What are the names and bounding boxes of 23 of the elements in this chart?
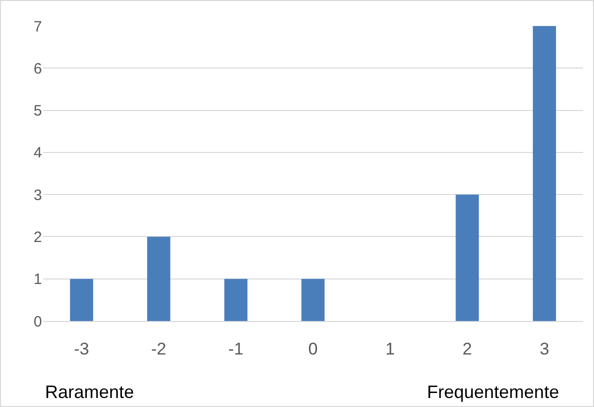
y-tick-label: 0	[34, 313, 42, 330]
x-tick-label: 3	[540, 339, 550, 358]
x-tick-label: -3	[74, 339, 90, 358]
text: Frequentemente	[427, 382, 560, 402]
x-tick-label: -2	[151, 339, 166, 358]
bar	[301, 278, 325, 321]
y-tick-label: 6	[34, 60, 42, 78]
y-tick-label: 4	[34, 144, 42, 162]
text: Raramente	[45, 382, 134, 402]
y-tick-label: 1	[34, 271, 42, 288]
x-tick-label: 0	[308, 339, 318, 358]
y-tick-label: 7	[34, 18, 42, 36]
x-tick-label: 1	[385, 339, 395, 358]
x-tick-label: -1	[228, 339, 244, 358]
bar	[224, 278, 248, 321]
x-tick-label: 2	[462, 339, 472, 358]
bar	[70, 278, 94, 321]
bar	[532, 26, 556, 321]
y-tick-label: 3	[34, 186, 42, 204]
y-tick-label: 2	[34, 228, 42, 246]
bar	[456, 194, 479, 321]
y-tick-label: 5	[34, 102, 42, 120]
bar	[147, 236, 170, 321]
